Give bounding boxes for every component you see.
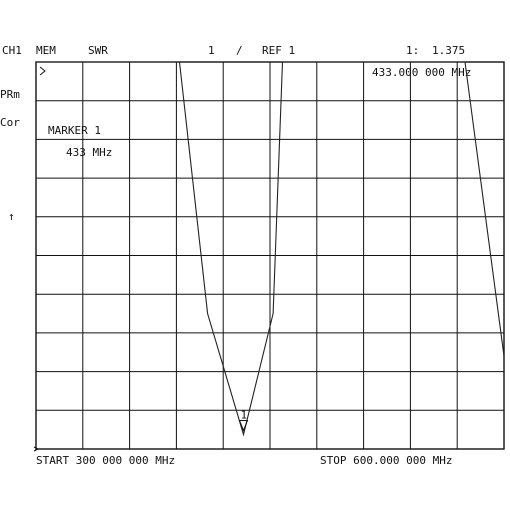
start-tick-icon <box>33 446 40 452</box>
swr-plot: 1 <box>33 61 505 452</box>
marker-box-frequency: 433 MHz <box>66 146 112 159</box>
format-label: SWR <box>88 44 108 57</box>
marker-number-label: 1 <box>240 408 247 421</box>
divider-label: / <box>236 44 243 57</box>
top-left-tick-icon <box>39 66 46 76</box>
reference-label: REF 1 <box>262 44 295 57</box>
stop-frequency-label: STOP 600.000 000 MHz <box>320 454 452 467</box>
marker-readout-index: 1: <box>406 44 419 57</box>
marker-triangle-icon <box>238 419 249 432</box>
prm-annotation: PRm <box>0 88 20 101</box>
marker-box-label: MARKER 1 <box>48 124 101 137</box>
marker-readout-value: 1.375 <box>432 44 465 57</box>
grid-lines <box>36 62 504 449</box>
correction-annotation: Cor <box>0 116 20 129</box>
memory-label: MEM <box>36 44 56 57</box>
scale-label: 1 <box>208 44 215 57</box>
swr-trace <box>36 61 505 437</box>
start-frequency-label: START 300 000 000 MHz <box>36 454 175 467</box>
channel-label: CH1 <box>2 44 22 57</box>
marker-readout-frequency: 433.000 000 MHz <box>372 66 471 79</box>
reference-arrow-icon: ↑ <box>8 210 15 223</box>
marker-1: 1 <box>238 408 249 432</box>
